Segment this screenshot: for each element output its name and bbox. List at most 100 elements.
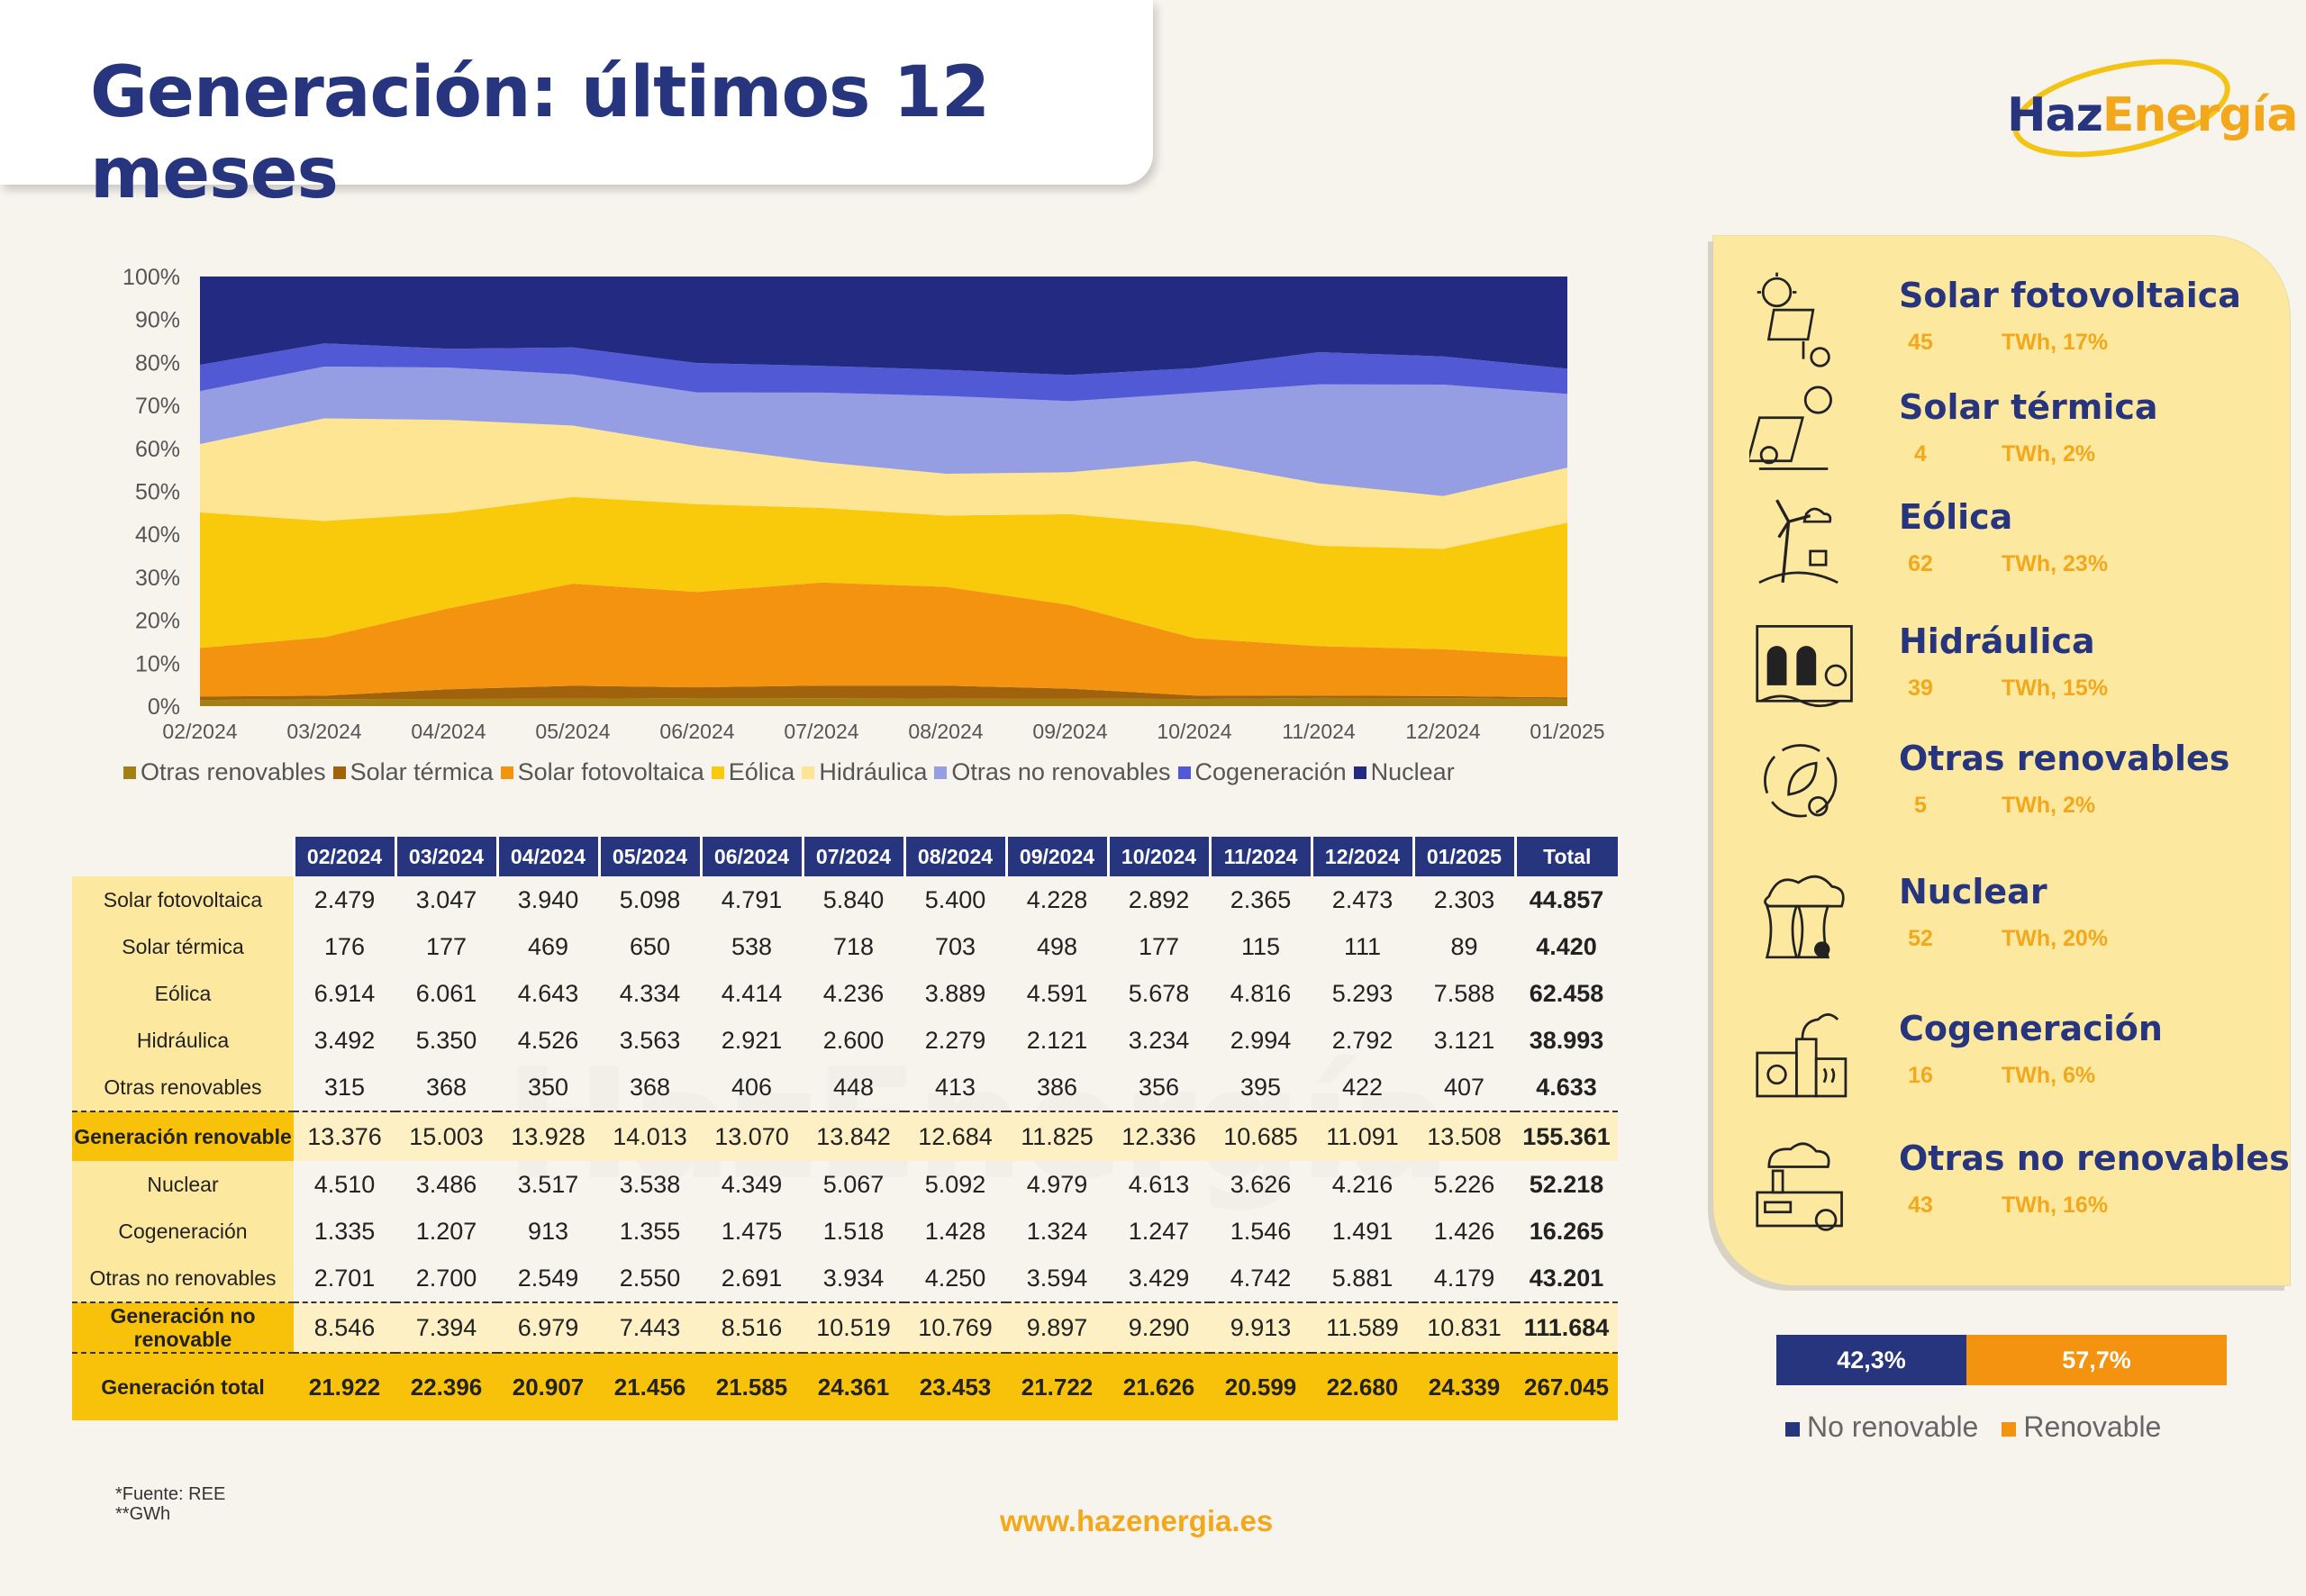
panel-item-value: 5 xyxy=(1914,793,1927,818)
value-cell: 21.585 xyxy=(701,1353,803,1420)
column-header: 11/2024 xyxy=(1208,837,1312,876)
value-cell: 1.475 xyxy=(721,1217,783,1245)
value-cell: 2.921 xyxy=(721,1026,783,1054)
total-cell: 44.857 xyxy=(1529,885,1604,913)
value-cell: 3.486 xyxy=(415,1170,477,1198)
panel-item-value: 62 xyxy=(1908,551,1933,576)
value-cell: 176 xyxy=(323,932,366,960)
row-label: Solar térmica xyxy=(72,923,294,970)
value-cell: 4.816 xyxy=(1230,979,1292,1007)
value-cell: 1.428 xyxy=(924,1217,986,1245)
value-cell: 12.336 xyxy=(1108,1111,1210,1161)
panel-item: Cogeneración 16 TWh, 6% xyxy=(1713,1003,2290,1120)
value-cell: 4.526 xyxy=(517,1026,579,1054)
panel-item-value: 43 xyxy=(1908,1192,1933,1218)
row-label: Hidráulica xyxy=(72,1017,294,1064)
value-cell: 2.792 xyxy=(1331,1026,1394,1054)
panel-item-unit: TWh, 15% xyxy=(2002,676,2109,701)
x-tick-label: 09/2024 xyxy=(1032,720,1107,743)
column-header: 09/2024 xyxy=(1004,837,1108,876)
chart-legend: Otras renovables Solar térmica Solar fotov… xyxy=(123,758,1455,786)
stacked-area-chart: 0% 10% 20% 30% 40% 50% 60% 70% 80% 90% 100% 02/2024… xyxy=(123,265,1605,743)
area-solar-fotovoltaica xyxy=(200,582,1567,698)
area-cogeneración xyxy=(200,343,1567,402)
legend-swatch xyxy=(1785,1421,1800,1437)
value-cell: 4.591 xyxy=(1026,979,1088,1007)
x-tick-label: 07/2024 xyxy=(784,720,858,743)
factory-icon xyxy=(1756,1142,1843,1231)
website-link[interactable]: www.hazenergia.es xyxy=(1000,1504,1274,1537)
value-cell: 4.643 xyxy=(517,979,579,1007)
panel-item-value: 39 xyxy=(1908,676,1933,701)
column-header: 10/2024 xyxy=(1106,837,1210,876)
table-row: Nuclear 4.510 3.486 3.517 3.538 4.349 5.067 5.0… xyxy=(72,1161,1618,1208)
value-cell: 2.479 xyxy=(313,885,376,913)
value-cell: 14.013 xyxy=(599,1111,701,1161)
total-cell: 43.201 xyxy=(1529,1264,1604,1292)
value-cell: 1.324 xyxy=(1026,1217,1088,1245)
panel-item: Solar fotovoltaica 45 TWh, 17% xyxy=(1713,270,2290,387)
title-box: Generación: últimos 12 meses xyxy=(0,0,1153,214)
column-header: 03/2024 xyxy=(394,837,497,876)
value-cell: 4.791 xyxy=(721,885,783,913)
legend-swatch xyxy=(1353,766,1366,779)
value-cell: 10.831 xyxy=(1413,1301,1515,1354)
area-nuclear xyxy=(200,277,1567,376)
value-cell: 8.516 xyxy=(701,1301,803,1354)
x-tick-label: 03/2024 xyxy=(286,720,361,743)
value-cell: 5.226 xyxy=(1433,1170,1495,1198)
logo-swoosh-icon xyxy=(2012,59,2230,158)
y-tick-label: 80% xyxy=(135,350,180,376)
legend-swatch xyxy=(2002,1421,2017,1437)
value-cell: 3.517 xyxy=(517,1170,579,1198)
value-cell: 407 xyxy=(1443,1073,1485,1101)
panel-item-name: Hidráulica xyxy=(1899,621,2095,661)
solar-panel-icon xyxy=(1757,272,1830,367)
value-cell: 177 xyxy=(425,932,468,960)
row-label: Otras no renovables xyxy=(72,1255,294,1302)
value-cell: 13.928 xyxy=(497,1111,599,1161)
column-header: 04/2024 xyxy=(495,837,599,876)
value-cell: 1.335 xyxy=(313,1217,376,1245)
value-cell: 395 xyxy=(1239,1073,1282,1101)
area-hidráulica xyxy=(200,418,1567,549)
total-cell: 38.993 xyxy=(1529,1026,1604,1054)
value-cell: 1.491 xyxy=(1331,1217,1394,1245)
value-cell: 22.396 xyxy=(395,1353,497,1420)
y-tick-label: 0% xyxy=(148,694,180,720)
legend-label: Cogeneración xyxy=(1194,758,1347,785)
value-cell: 368 xyxy=(629,1073,671,1101)
total-cell: 155.361 xyxy=(1515,1111,1618,1161)
value-cell: 315 xyxy=(323,1073,366,1101)
share-bar: 42,3% 57,7% xyxy=(1776,1335,2227,1385)
panel-item-name: Solar térmica xyxy=(1899,387,2158,427)
share-legend-no-renovable: No renovable xyxy=(1785,1410,1978,1444)
value-cell: 4.979 xyxy=(1026,1170,1088,1198)
value-cell: 115 xyxy=(1240,932,1281,960)
y-tick-label: 60% xyxy=(135,437,180,462)
row-label: Solar fotovoltaica xyxy=(72,876,294,923)
legend-swatch xyxy=(1177,766,1191,779)
row-label: Otras renovables xyxy=(72,1064,294,1111)
panel-item-value: 45 xyxy=(1908,330,1933,355)
table-row: Otras renovables 315 368 350 368 406 448 413 386… xyxy=(72,1064,1618,1111)
value-cell: 6.914 xyxy=(313,979,376,1007)
dam-icon xyxy=(1756,625,1853,708)
y-tick-label: 10% xyxy=(135,651,180,676)
wind-turbine-icon xyxy=(1758,499,1838,585)
value-cell: 12.684 xyxy=(904,1111,1006,1161)
area-otras-no-renovables xyxy=(200,367,1567,496)
value-cell: 3.538 xyxy=(619,1170,681,1198)
share-legend: No renovable Renovable xyxy=(1785,1410,2161,1444)
y-tick-label: 70% xyxy=(135,394,180,419)
recycle-leaf-icon xyxy=(1764,744,1838,818)
value-cell: 10.769 xyxy=(904,1301,1006,1354)
value-cell: 422 xyxy=(1341,1073,1384,1101)
value-cell: 5.098 xyxy=(619,885,681,913)
value-cell: 1.247 xyxy=(1128,1217,1190,1245)
value-cell: 9.897 xyxy=(1006,1301,1108,1354)
value-cell: 22.680 xyxy=(1312,1353,1413,1420)
value-cell: 13.376 xyxy=(294,1111,395,1161)
value-cell: 3.492 xyxy=(313,1026,376,1054)
panel-item-unit: TWh, 2% xyxy=(2002,793,2096,818)
